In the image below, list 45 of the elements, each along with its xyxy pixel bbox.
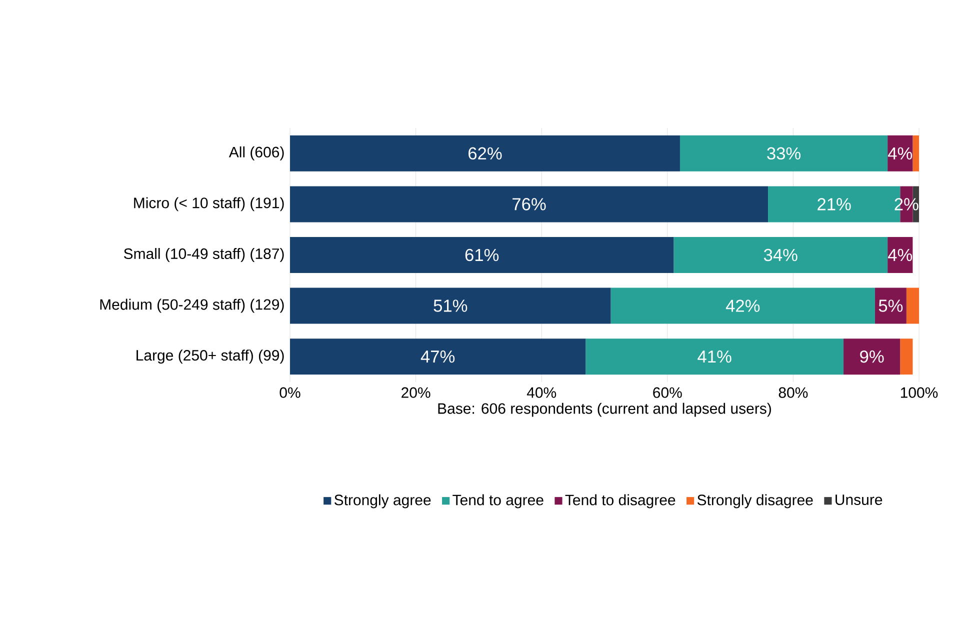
data-label: 62% <box>468 147 502 160</box>
bar <box>290 135 680 172</box>
legend-label: Strongly agree <box>334 494 431 508</box>
x-tick-label: 100% <box>900 387 938 398</box>
data-label: 51% <box>434 300 468 312</box>
bar <box>912 135 920 172</box>
y-tick-label: Medium (50-249 staff) (129) <box>100 298 284 313</box>
y-tick-label: Small (10-49 staff) (187) <box>124 248 284 262</box>
bar <box>610 288 875 324</box>
data-label: 42% <box>726 300 760 312</box>
bar <box>906 288 920 324</box>
bar <box>290 186 768 222</box>
data-label: 5% <box>878 300 903 312</box>
data-label: 4% <box>888 248 912 262</box>
data-label: 47% <box>420 350 455 363</box>
bar <box>290 288 611 324</box>
x-tick-label: 40% <box>526 387 556 398</box>
bar <box>674 237 888 273</box>
x-tick-label: 60% <box>653 387 682 398</box>
x-tick-label: 20% <box>402 387 430 398</box>
data-label: 33% <box>767 147 801 160</box>
data-label: 34% <box>764 248 798 262</box>
legend-label: Tend to agree <box>452 494 544 508</box>
data-label: 61% <box>465 248 499 262</box>
y-tick-label: Micro (< 10 staff) (191) <box>134 197 284 212</box>
x-tick-label: 0% <box>280 387 300 398</box>
x-tick-label: 80% <box>778 387 808 398</box>
bar <box>900 338 913 375</box>
y-tick-label: Large (250+ staff) (99) <box>136 350 284 364</box>
data-label: 9% <box>860 350 884 363</box>
legend-label: Tend to disagree <box>565 494 676 508</box>
bar <box>874 288 906 324</box>
bar <box>290 338 586 375</box>
data-label: 41% <box>698 350 732 363</box>
y-tick-label: All (606) <box>228 146 284 160</box>
data-label: 4% <box>888 147 912 160</box>
legend-label: Strongly disagree <box>697 494 813 508</box>
data-label: 21% <box>818 198 851 210</box>
x-axis-title: Base: 606 respondents (current and lapsed users) <box>438 402 771 417</box>
data-label: 76% <box>512 198 546 210</box>
bar <box>844 338 900 375</box>
bar <box>290 237 674 273</box>
bar <box>586 338 844 375</box>
legend-label: Unsure <box>836 494 882 506</box>
bar <box>680 135 888 172</box>
